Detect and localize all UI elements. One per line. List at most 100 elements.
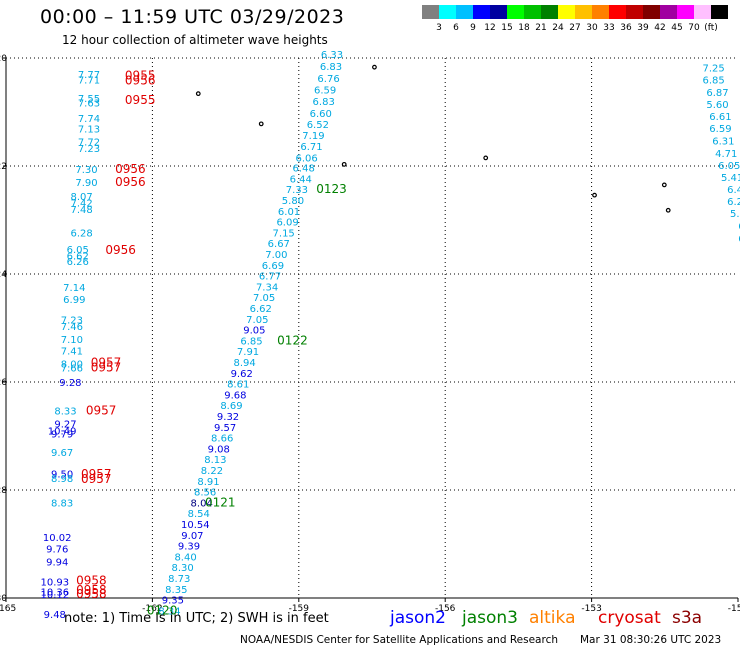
wave-height-label: 8.54 [188, 509, 210, 520]
wave-height-label: 8.66 [211, 434, 233, 445]
wave-height-label: 9.57 [214, 423, 236, 434]
wave-height-label: 9.48 [44, 610, 66, 621]
wave-height-label: 6.67 [268, 239, 290, 250]
legend-label: 6 [453, 23, 459, 33]
wave-height-label: 10.02 [43, 533, 72, 544]
wave-height-label: 8.40 [174, 552, 196, 563]
legend-label: 42 [654, 23, 666, 33]
legend-swatch [694, 5, 711, 19]
wave-height-label: 9.79 [51, 429, 73, 440]
wave-height-label: 6.61 [709, 112, 731, 123]
pass-time-label: 0956 [115, 162, 146, 176]
pass-time-label: 0121 [205, 495, 236, 509]
pass-time-label: 0956 [125, 74, 156, 88]
wave-height-label: 7.23 [78, 144, 100, 155]
wave-height-label: 9.28 [59, 378, 81, 389]
lat-tick-label: -24 [0, 270, 7, 280]
wave-height-label: 7.05 [246, 315, 268, 326]
pass-time-label: 0955 [125, 68, 156, 82]
legend-label: 30 [586, 23, 598, 33]
wave-height-label: 10.12 [40, 590, 69, 601]
wave-height-label: 6.31 [712, 137, 734, 148]
legend-label: 27 [569, 23, 581, 33]
island-marker [665, 207, 671, 213]
wave-height-label: 5.80 [282, 196, 304, 207]
pass-time-label: 0957 [91, 360, 122, 374]
wave-height-label: 9.94 [46, 557, 68, 568]
wave-height-label: 7.15 [273, 228, 295, 239]
wave-height-label: 8.98 [51, 474, 73, 485]
page-subtitle: 12 hour collection of altimeter wave hei… [62, 33, 328, 47]
legend-altika: altika [529, 608, 576, 628]
wave-height-label: 6.06 [295, 153, 317, 164]
wave-height-label: 8.34 [158, 606, 180, 617]
pass-time-label: 0958 [76, 587, 107, 601]
legend-swatch [541, 5, 558, 19]
wave-height-label: 6.26 [67, 257, 89, 268]
legend-cryosat: cryosat [598, 608, 661, 628]
wave-height-label: 10.36 [40, 588, 69, 599]
wave-height-label: 7.72 [78, 138, 100, 149]
wave-height-label: 8.73 [168, 574, 190, 585]
wave-height-label: 6.44 [290, 174, 312, 185]
wave-height-label: 7.48 [71, 205, 93, 216]
wave-height-label: 8.07 [71, 192, 93, 203]
wave-height-label: 9.32 [217, 412, 239, 423]
wave-height-label: 7.23 [61, 315, 83, 326]
wave-height-label: 6.60 [310, 109, 332, 120]
wave-height-label: 9.05 [243, 326, 265, 337]
legend-label: (ft) [704, 23, 718, 33]
legend-label: 3 [436, 23, 442, 33]
lon-tick-label: -165 [0, 604, 16, 614]
wave-height-label: 7.14 [63, 283, 85, 294]
wave-height-label: 7.34 [256, 282, 278, 293]
wave-height-label: 9.62 [231, 369, 253, 380]
legend-swatch [609, 5, 626, 19]
island-marker [592, 192, 597, 198]
units-note: note: 1) Time is in UTC; 2) SWH is in fe… [64, 611, 329, 626]
wave-height-label: 7.19 [302, 131, 324, 142]
wave-height-label: 8.13 [204, 455, 226, 466]
island-marker [483, 155, 489, 161]
legend-label: 36 [620, 23, 632, 33]
legend-swatch [507, 5, 524, 19]
legend-swatch [677, 5, 694, 19]
wave-height-label: 6.85 [702, 76, 724, 87]
legend-label: 39 [637, 23, 649, 33]
legend-swatch [592, 5, 609, 19]
wave-height-label: 6.59 [709, 124, 731, 135]
wave-height-label: 8.91 [197, 477, 219, 488]
wave-height-label: 6.01 [278, 207, 300, 218]
pass-time-label: 0955 [125, 93, 156, 107]
wave-height-label: 9.27 [54, 420, 76, 431]
pass-time-label: 0122 [277, 333, 308, 347]
wave-height-label: 6.48 [293, 164, 315, 175]
lat-tick-label: -28 [0, 486, 7, 496]
wave-height-label: 6.85 [240, 336, 262, 347]
wave-height-label: 6.33 [321, 50, 343, 61]
legend-label: 70 [688, 23, 700, 33]
wave-height-label: 6.05 [67, 245, 89, 256]
wave-height-label: 8.83 [51, 498, 73, 509]
wave-height-label: 8.04 [191, 498, 213, 509]
wave-height-label: 6.52 [307, 120, 329, 131]
legend-label: 45 [671, 23, 683, 33]
legend-swatch [456, 5, 473, 19]
legend-swatch [575, 5, 592, 19]
wave-height-label: 10.93 [40, 577, 69, 588]
wave-height-label: 7.91 [237, 347, 259, 358]
lon-tick-label: -150 [728, 604, 740, 614]
pass-time-label: 0957 [81, 467, 112, 481]
wave-height-label: 5.60 [706, 100, 728, 111]
island-marker [195, 91, 201, 97]
wave-height-label: 10.54 [181, 520, 210, 531]
wave-height-label: 7.10 [61, 335, 83, 346]
wave-height-label: 9.39 [178, 542, 200, 553]
wave-height-label: 8.94 [233, 358, 255, 369]
legend-swatch [439, 5, 456, 19]
wave-height-label: 6.76 [317, 74, 339, 85]
legend-label: 21 [535, 23, 547, 33]
wave-height-label: 8.69 [220, 401, 242, 412]
wave-height-label: 9.76 [46, 544, 68, 555]
legend-swatch [558, 5, 575, 19]
